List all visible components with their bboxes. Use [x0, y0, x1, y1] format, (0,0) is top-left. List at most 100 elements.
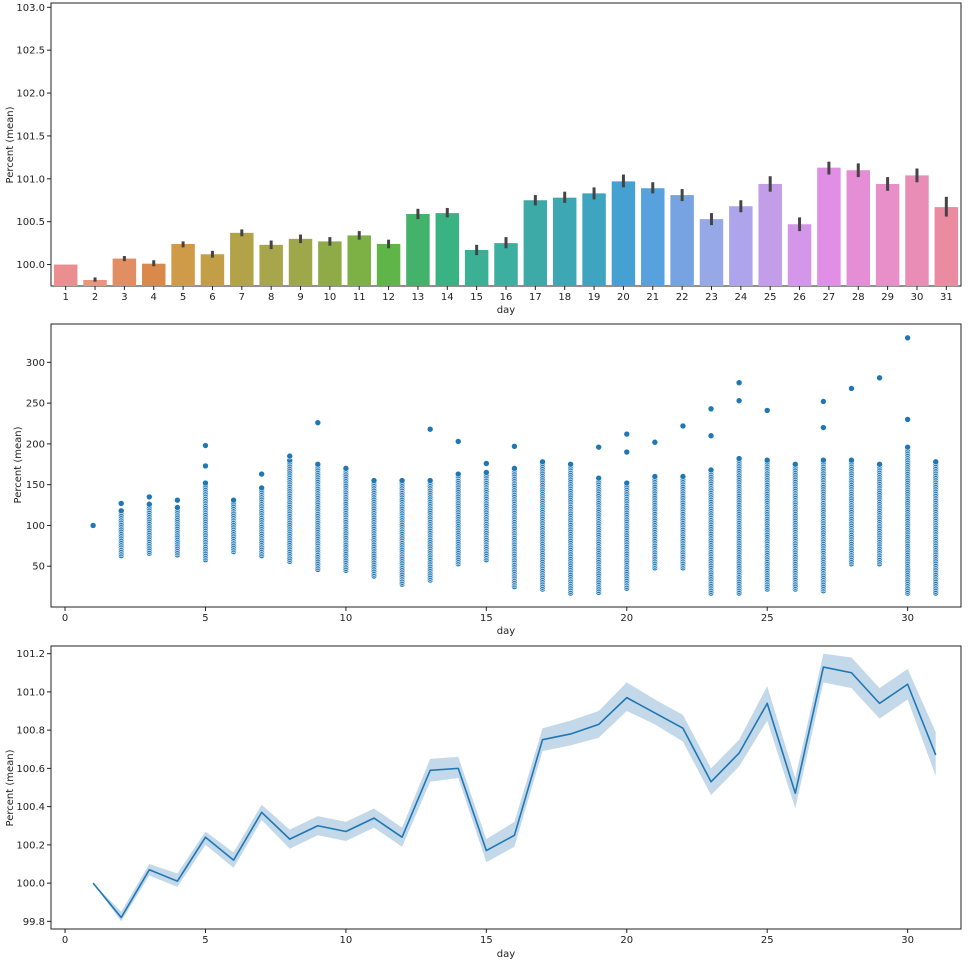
- scatter-chart-y-tick-label: 100: [26, 521, 45, 532]
- scatter-point: [539, 458, 546, 466]
- bar-chart-x-label: day: [497, 305, 515, 316]
- line-chart-y-ticks: 99.8 100.0 100.2 100.4 100.6 100.8 101.0 101.2: [16, 649, 51, 928]
- bar-chart-y-tick-label: 100.5: [16, 217, 45, 228]
- scatter-point: [679, 473, 687, 480]
- bar-chart-x-tick-label: 28: [852, 292, 865, 303]
- line-chart-y-tick-label: 100.2: [16, 840, 45, 851]
- scatter-point: [932, 458, 940, 466]
- scatter-point: [623, 430, 631, 438]
- bar-chart-x-tick-label: 2: [92, 292, 98, 303]
- bar: [347, 235, 371, 286]
- bar: [200, 254, 225, 286]
- scatter-point: [483, 469, 490, 476]
- scatter-point: [426, 477, 434, 484]
- scatter-point: [623, 479, 631, 487]
- scatter-point: [511, 443, 518, 450]
- scatter-point: [202, 479, 209, 487]
- bar-chart-x-tick-label: 21: [646, 292, 659, 303]
- scatter-chart-x-tick-label: 10: [340, 613, 353, 624]
- bar: [494, 243, 518, 286]
- scatter-point: [820, 456, 827, 464]
- line-chart-x-tick-label: 10: [340, 935, 353, 946]
- bar-chart-y-tick-label: 102.0: [16, 89, 45, 100]
- bar-chart-x-tick-label: 25: [764, 292, 777, 303]
- scatter-point: [707, 432, 715, 440]
- scatter-chart-y-ticks: 50 100 150 200 250 300: [26, 358, 51, 573]
- scatter-point: [876, 374, 883, 382]
- scatter-point: [202, 442, 209, 449]
- bar-chart-y-tick-label: 101.0: [16, 174, 45, 185]
- line-chart-panel: 99.8100.0100.2100.4100.6100.8101.0101.2 …: [5, 645, 962, 960]
- scatter-point: [735, 397, 743, 404]
- bar: [582, 193, 606, 286]
- scatter-chart-x-ticks: 0 5 10 15 20 25 30: [62, 607, 914, 624]
- bar: [552, 197, 577, 286]
- bar-chart-x-tick-label: 23: [705, 292, 718, 303]
- scatter-point: [230, 496, 237, 504]
- scatter-chart-x-tick-label: 30: [901, 613, 914, 624]
- scatter-point: [89, 522, 97, 529]
- bar-chart-x-tick-label: 30: [911, 292, 924, 303]
- line-chart-y-tick-label: 101.2: [16, 649, 45, 660]
- mean-line: [92, 666, 937, 919]
- scatter-point: [314, 460, 322, 468]
- scatter-point: [454, 470, 462, 478]
- bar-chart-x-tick-label: 9: [297, 292, 303, 303]
- scatter-point: [595, 443, 602, 451]
- scatter-point: [904, 443, 911, 451]
- line-chart-x-tick-label: 5: [202, 935, 208, 946]
- line-chart-y-tick-label: 100.6: [16, 764, 45, 775]
- bar-chart-y-tick-label: 103.0: [16, 3, 45, 14]
- scatter-point: [820, 424, 827, 431]
- bar-chart-x-tick-label: 22: [676, 292, 689, 303]
- scatter-chart-y-tick-label: 250: [26, 399, 45, 410]
- scatter-point: [511, 465, 518, 472]
- scatter-chart-y-tick-label: 300: [26, 358, 45, 369]
- bar: [142, 263, 166, 286]
- bar-chart-x-tick-label: 17: [529, 292, 542, 303]
- bar-chart-y-label: Percent (mean): [5, 106, 16, 183]
- bar: [905, 175, 929, 286]
- scatter-chart-x-tick-label: 20: [620, 613, 633, 624]
- scatter-point: [370, 477, 378, 484]
- scatter-point: [848, 456, 855, 464]
- line-chart-x-tick-label: 25: [761, 935, 774, 946]
- scatter-point: [735, 379, 743, 387]
- bar-chart-x-ticks: 1 2 3 4 5 6 7 8 9 10 11 12 13 14 15 16 17 18 19 20 21 22 23 24 2…: [62, 286, 953, 303]
- scatter-point: [904, 416, 911, 423]
- bar-chart-x-tick-label: 13: [412, 292, 425, 303]
- scatter-point: [623, 448, 631, 456]
- bar: [758, 183, 782, 286]
- bar-chart-y-tick-label: 100.0: [16, 260, 45, 271]
- bar-chart-x-tick-label: 18: [558, 292, 571, 303]
- scatter-point: [651, 438, 659, 446]
- bar: [376, 243, 401, 286]
- bar: [817, 167, 841, 286]
- line-chart-y-label: Percent (mean): [5, 749, 16, 826]
- scatter-chart-marks: [89, 334, 940, 597]
- scatter-point: [202, 462, 209, 470]
- scatter-point: [763, 407, 771, 414]
- scatter-point: [651, 473, 659, 480]
- bar-chart-y-ticks: 100.0 100.5 101.0 101.5 102.0 102.5 103.0: [16, 3, 51, 271]
- bar-chart-x-tick-label: 5: [180, 292, 186, 303]
- bar: [230, 232, 254, 286]
- scatter-chart-x-tick-label: 5: [202, 613, 208, 624]
- scatter-point: [117, 507, 125, 515]
- line-chart-x-label: day: [497, 949, 515, 960]
- scatter-chart-y-tick-label: 200: [26, 439, 45, 450]
- line-chart-marks: [92, 653, 937, 922]
- scatter-point: [286, 452, 294, 460]
- scatter-point: [763, 456, 771, 464]
- bar-chart-x-tick-label: 15: [470, 292, 483, 303]
- scatter-point: [483, 460, 490, 467]
- bar: [406, 213, 430, 286]
- scatter-point: [679, 422, 687, 430]
- bar: [611, 181, 636, 286]
- bar-chart-y-tick-label: 102.5: [16, 46, 45, 57]
- bar: [729, 206, 753, 286]
- bar: [523, 200, 548, 286]
- bar-chart-x-tick-label: 4: [151, 292, 157, 303]
- line-chart-x-tick-label: 15: [480, 935, 493, 946]
